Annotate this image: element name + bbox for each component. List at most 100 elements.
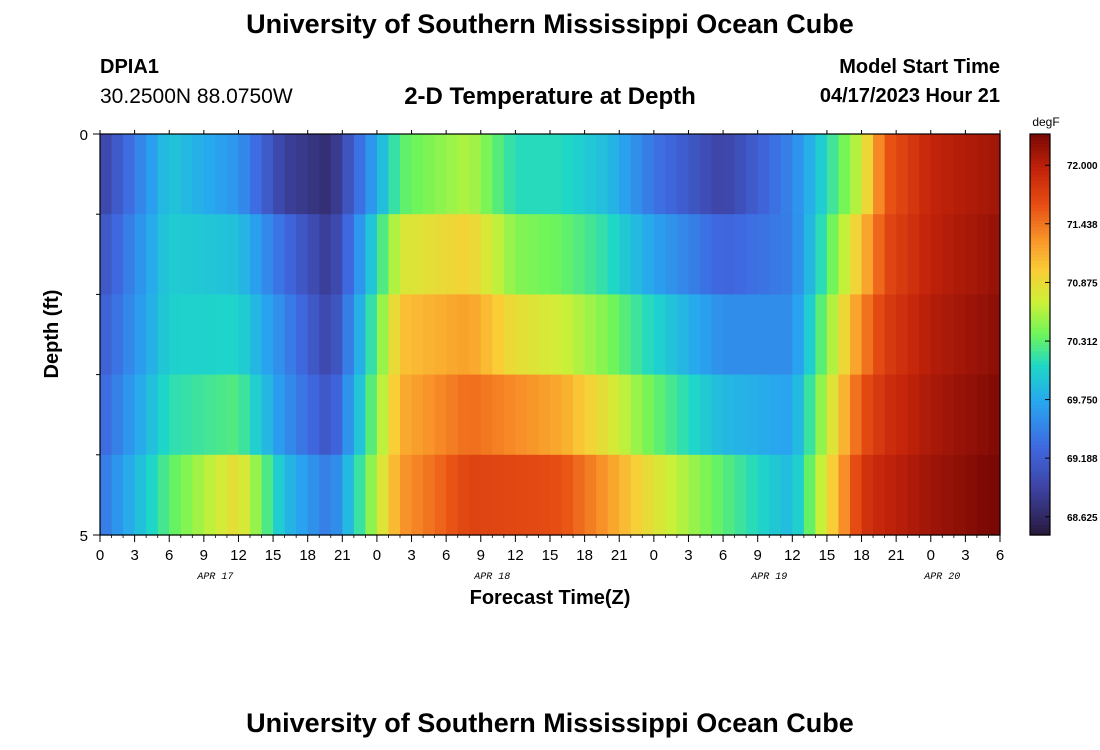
heatmap-cell: [261, 134, 274, 215]
heatmap-cell: [250, 134, 263, 215]
heatmap-cell: [192, 374, 205, 456]
heatmap-cell: [376, 374, 390, 456]
x-tick-label: 3: [684, 547, 692, 564]
heatmap-cell: [596, 454, 609, 536]
colorbar-segment: [1030, 518, 1050, 523]
heatmap-cell: [550, 134, 563, 215]
heatmap-cell: [469, 214, 482, 295]
colorbar-segment: [1030, 521, 1050, 526]
heatmap-cell: [757, 134, 770, 215]
x-tick-label: 9: [200, 547, 208, 564]
heatmap-cell: [261, 454, 274, 536]
heatmap-cell: [769, 374, 782, 456]
heatmap-cell: [261, 374, 274, 456]
x-tick-label: 18: [299, 547, 316, 564]
colorbar-tick-label: 68.625: [1067, 513, 1098, 524]
heatmap-cell: [838, 134, 851, 215]
heatmap-cell: [573, 454, 586, 536]
heatmap-cell: [919, 454, 932, 536]
colorbar-segment: [1030, 244, 1050, 249]
heatmap-cell: [319, 214, 332, 295]
x-tick-label: 18: [576, 547, 593, 564]
heatmap-cell: [907, 294, 920, 376]
heatmap-cell: [596, 134, 609, 215]
heatmap-cell: [296, 134, 309, 215]
heatmap-cell: [434, 294, 447, 376]
colorbar-segment: [1030, 234, 1050, 239]
heatmap-cell: [446, 214, 459, 295]
colorbar-segment: [1030, 371, 1050, 376]
colorbar-segment: [1030, 287, 1050, 292]
heatmap-cell: [919, 134, 932, 215]
heatmap-cell: [676, 374, 690, 456]
heatmap-cell: [353, 214, 366, 295]
heatmap-cell: [365, 374, 378, 456]
heatmap-cell: [388, 454, 401, 536]
heatmap-cell: [469, 374, 482, 456]
heatmap-cell: [538, 214, 551, 295]
colorbar-segment: [1030, 134, 1050, 138]
heatmap-cell: [953, 374, 966, 456]
colorbar-segment: [1030, 190, 1050, 195]
heatmap-cell: [330, 294, 343, 376]
heatmap-cell: [873, 134, 886, 215]
colorbar-segment: [1030, 454, 1050, 459]
heatmap-cell: [273, 294, 286, 376]
heatmap-cell: [411, 294, 424, 376]
colorbar-segment: [1030, 514, 1050, 519]
heatmap-cell: [503, 134, 516, 215]
heatmap-cell: [607, 134, 620, 215]
heatmap-cell: [330, 374, 343, 456]
heatmap-cell: [261, 214, 274, 295]
heatmap-cell: [976, 454, 990, 536]
colorbar-segment: [1030, 511, 1050, 516]
colorbar-segment: [1030, 414, 1050, 419]
heatmap-cell: [342, 374, 355, 456]
heatmap-cell: [100, 134, 113, 215]
colorbar-segment: [1030, 230, 1050, 235]
station-id: DPIA1: [100, 56, 159, 78]
heatmap-cell: [780, 214, 793, 295]
heatmap-cell: [861, 134, 874, 215]
colorbar-segment: [1030, 531, 1050, 536]
heatmap-cell: [307, 454, 320, 536]
colorbar-segment: [1030, 391, 1050, 396]
heatmap-cell: [919, 214, 932, 295]
heatmap-cell: [965, 374, 978, 456]
heatmap-cell: [953, 134, 966, 215]
heatmap-cell: [700, 134, 713, 215]
heatmap-cell: [423, 214, 436, 295]
heatmap-cell: [734, 134, 747, 215]
heatmap-cell: [942, 134, 955, 215]
colorbar-segment: [1030, 438, 1050, 443]
colorbar-segment: [1030, 528, 1050, 533]
heatmap-cell: [642, 294, 655, 376]
heatmap-cell: [942, 374, 955, 456]
x-tick-label: 21: [611, 547, 628, 564]
heatmap-cell: [515, 134, 528, 215]
colorbar-segment: [1030, 334, 1050, 339]
heatmap-cell: [942, 214, 955, 295]
colorbar-segment: [1030, 374, 1050, 379]
colorbar-segment: [1030, 184, 1050, 189]
heatmap-cell: [550, 454, 563, 536]
heatmap-cell: [896, 134, 909, 215]
heatmap-cell: [815, 374, 828, 456]
heatmap-cell: [353, 374, 366, 456]
heatmap-cell: [203, 294, 216, 376]
colorbar-segment: [1030, 488, 1050, 493]
heatmap-cell: [457, 374, 470, 456]
heatmap-cell: [296, 454, 309, 536]
heatmap-cell: [526, 134, 540, 215]
x-tick-label: 9: [477, 547, 485, 564]
heatmap-cell: [723, 134, 736, 215]
heatmap-cell: [330, 134, 343, 215]
heatmap-cell: [734, 294, 747, 376]
heatmap-cell: [226, 294, 240, 376]
colorbar-segment: [1030, 331, 1050, 336]
heatmap-cell: [123, 374, 136, 456]
heatmap-cell: [411, 374, 424, 456]
heatmap-cell: [203, 454, 216, 536]
colorbar-segment: [1030, 411, 1050, 416]
heatmap-cell: [515, 374, 528, 456]
